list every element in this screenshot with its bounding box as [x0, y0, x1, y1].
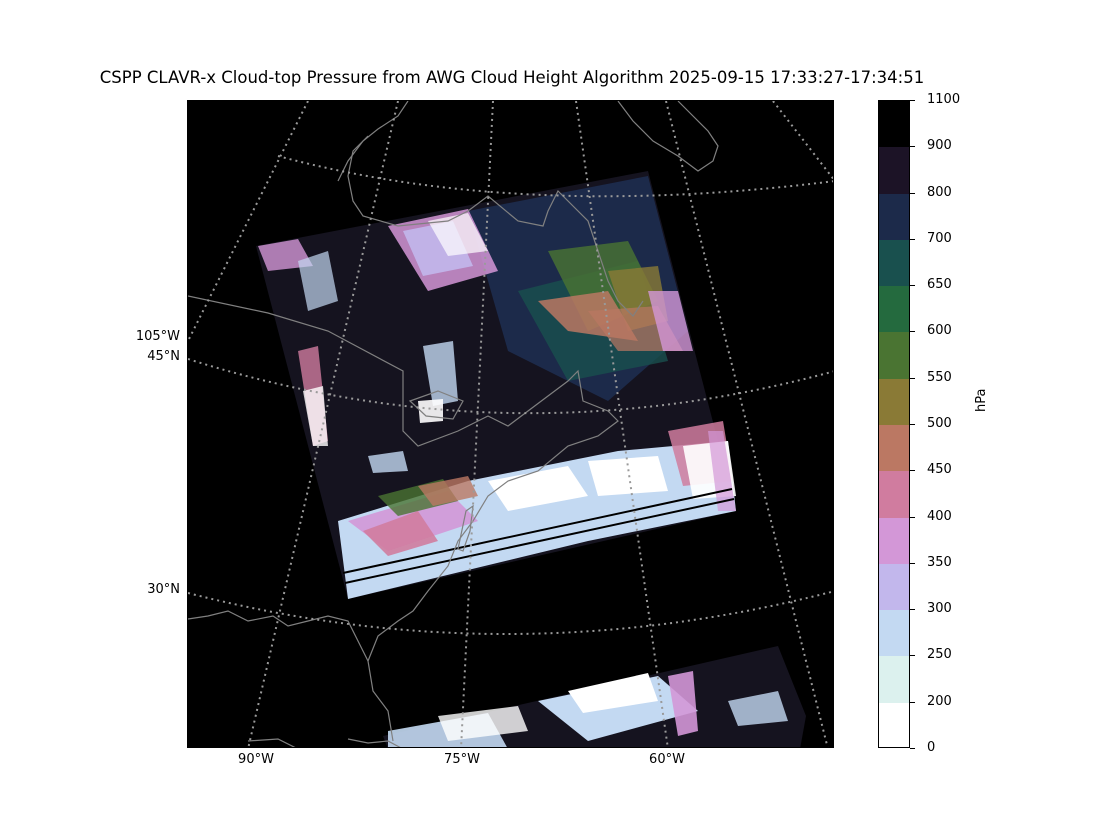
colorbar-tick-label: 500 [927, 416, 952, 431]
colorbar-segment [879, 332, 909, 380]
colorbar-tick-label: 300 [927, 601, 952, 617]
lon-label-75w: 75°W [444, 752, 480, 767]
colorbar-tick-label: 550 [927, 369, 952, 385]
colorbar-tick [910, 609, 915, 611]
colorbar-segment [879, 610, 909, 657]
lat-label-105w: 105°W [135, 329, 180, 344]
colorbar-tick [910, 655, 915, 657]
colorbar-segment [879, 563, 909, 611]
colorbar-tick-label: 350 [927, 554, 952, 570]
colorbar-tick-label: 600 [927, 323, 952, 339]
coastlines [188, 101, 719, 747]
map-canvas [188, 101, 833, 747]
colorbar-tick [910, 192, 915, 194]
map-panel[interactable] [187, 100, 834, 748]
colorbar-tick-label: 900 [927, 138, 952, 154]
colorbar-tick-label: 400 [927, 508, 952, 524]
colorbar-tick [910, 100, 915, 101]
colorbar-unit-label: hPa [974, 388, 989, 412]
colorbar-segment [879, 101, 909, 148]
colorbar-segment [879, 702, 909, 747]
colorbar-tick [910, 562, 915, 564]
colorbar-segment [879, 471, 909, 519]
colorbar [878, 100, 910, 748]
colorbar-tick [910, 238, 915, 240]
graticule [188, 101, 833, 747]
colorbar-tick [910, 748, 915, 749]
lon-label-90w: 90°W [238, 752, 274, 767]
colorbar-tick [910, 331, 915, 333]
colorbar-tick-label: 200 [927, 693, 952, 709]
colorbar-tick [910, 424, 915, 425]
colorbar-segment [879, 517, 909, 565]
colorbar-tick [910, 701, 915, 703]
satellite-swath-main [256, 171, 736, 599]
colorbar-tick-label: 650 [927, 277, 952, 293]
colorbar-tick-label: 450 [927, 462, 952, 478]
satellite-swath-lower [383, 646, 806, 747]
colorbar-segment [879, 193, 909, 241]
lat-label-45n: 45°N [147, 349, 180, 364]
colorbar-tick-label: 700 [927, 230, 952, 246]
colorbar-segment [879, 147, 909, 195]
colorbar-tick-label: 250 [927, 647, 952, 663]
colorbar-tick-label: 1100 [927, 92, 961, 107]
colorbar-segment [879, 239, 909, 287]
colorbar-segment [879, 286, 909, 333]
colorbar-tick [910, 377, 915, 379]
colorbar-segment [879, 378, 909, 426]
colorbar-segment [879, 656, 909, 704]
colorbar-tick [910, 146, 915, 148]
colorbar-tick-label: 0 [927, 740, 936, 755]
lat-label-30n: 30°N [147, 582, 180, 597]
lon-label-60w: 60°W [649, 752, 685, 767]
colorbar-tick [910, 516, 915, 518]
colorbar-tick [910, 285, 915, 287]
colorbar-tick [910, 470, 915, 472]
colorbar-tick-label: 800 [927, 184, 952, 200]
figure-title: CSPP CLAVR-x Cloud-top Pressure from AWG… [99, 68, 925, 87]
colorbar-segment [879, 425, 909, 472]
